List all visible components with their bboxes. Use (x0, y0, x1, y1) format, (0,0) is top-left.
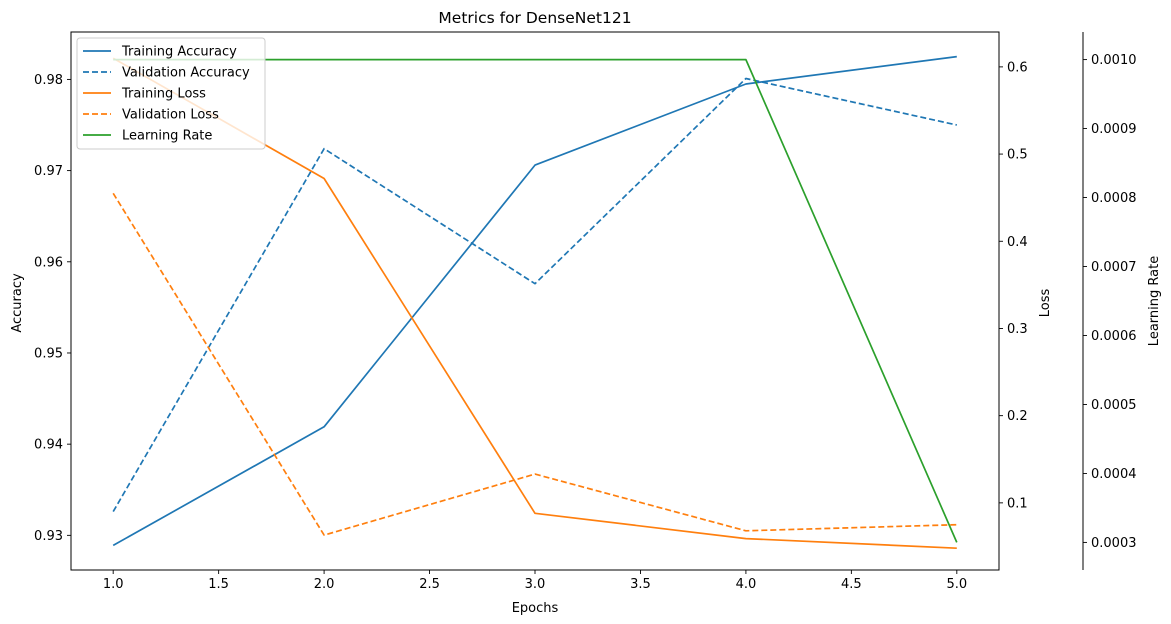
chart-title: Metrics for DenseNet121 (438, 9, 631, 27)
x-tick-label: 3.5 (630, 577, 651, 592)
loss-tick-label: 0.6 (1007, 60, 1028, 75)
accuracy-tick-label: 0.96 (34, 255, 63, 270)
learning-rate-tick-label: 0.0004 (1091, 467, 1137, 482)
legend: Training Accuracy Validation Accuracy Trai… (76, 37, 266, 150)
loss-tick-label: 0.4 (1007, 235, 1028, 250)
x-tick-label: 4.0 (736, 577, 757, 592)
loss-tick-label: 0.1 (1007, 496, 1028, 511)
learning-rate-axis-title: Learning Rate (1147, 256, 1162, 346)
learning-rate-tick-label: 0.0010 (1091, 53, 1137, 68)
axes: 1.0 1.5 2.0 2.5 3.0 3.5 4.0 4.5 5.0 0.93 0.94 0.95 0… (34, 31, 1137, 592)
series-line-training-accuracy (112, 55, 957, 547)
loss-axis-title: Loss (1038, 289, 1053, 318)
learning-rate-tick-label: 0.0009 (1091, 122, 1137, 137)
x-tick-label: 2.5 (419, 577, 440, 592)
x-tick-label: 1.5 (208, 577, 229, 592)
legend-label: Training Accuracy (121, 45, 237, 60)
learning-rate-tick-label: 0.0006 (1091, 329, 1137, 344)
legend-box (76, 37, 266, 150)
accuracy-tick-label: 0.95 (34, 346, 63, 361)
accuracy-axis-title: Accuracy (10, 273, 25, 333)
x-axis-title: Epochs (512, 601, 559, 616)
x-tick-label: 4.5 (841, 577, 862, 592)
accuracy-tick-label: 0.97 (34, 164, 63, 179)
legend-label: Validation Accuracy (122, 66, 250, 81)
loss-tick-label: 0.5 (1007, 148, 1028, 163)
loss-tick-label: 0.3 (1007, 322, 1028, 337)
accuracy-tick-label: 0.93 (34, 529, 63, 544)
learning-rate-tick-label: 0.0007 (1091, 260, 1137, 275)
loss-tick-label: 0.2 (1007, 409, 1028, 424)
accuracy-tick-label: 0.94 (34, 438, 63, 453)
legend-label: Learning Rate (122, 129, 212, 144)
learning-rate-tick-label: 0.0008 (1091, 191, 1137, 206)
learning-rate-tick-label: 0.0005 (1091, 398, 1137, 413)
x-tick-label: 3.0 (525, 577, 546, 592)
x-tick-label: 5.0 (946, 577, 967, 592)
learning-rate-tick-label: 0.0003 (1091, 536, 1137, 551)
x-tick-label: 1.0 (103, 577, 124, 592)
legend-label: Validation Loss (122, 108, 219, 123)
series-line-validation-loss (112, 192, 957, 536)
series-line-validation-accuracy (112, 77, 957, 513)
legend-label: Training Loss (121, 87, 206, 102)
accuracy-tick-label: 0.98 (34, 73, 63, 88)
x-tick-label: 2.0 (314, 577, 335, 592)
